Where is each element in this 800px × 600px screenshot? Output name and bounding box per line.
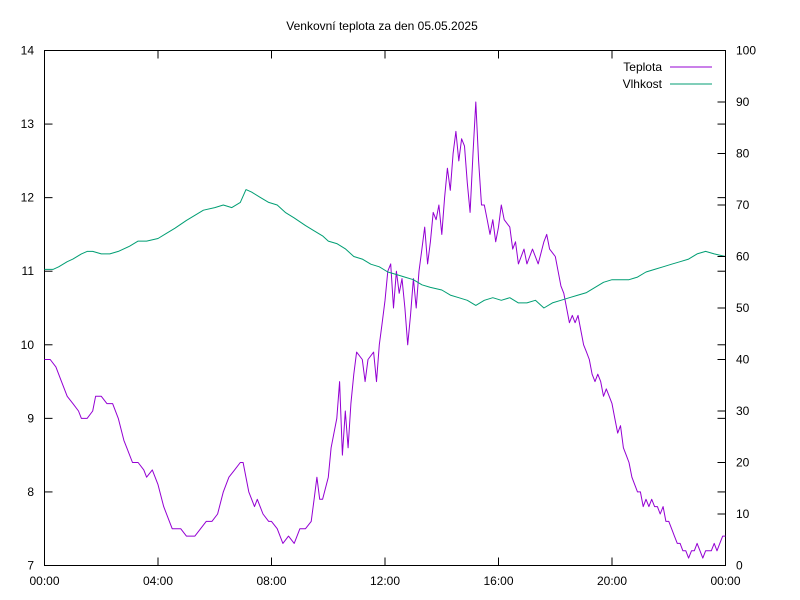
x-tick-label: 04:00: [143, 574, 173, 588]
left-tick-label: 8: [27, 485, 34, 499]
x-tick-label: 00:00: [710, 574, 740, 588]
left-tick-label: 9: [27, 411, 34, 425]
series-line-teplota: [44, 101, 726, 559]
left-y-axis: 7 8 9 10 11 12 13 14: [21, 44, 726, 573]
right-tick-label: 0: [736, 559, 743, 573]
right-tick-label: 80: [736, 147, 750, 161]
right-tick-label: 70: [736, 198, 750, 212]
left-tick-label: 12: [21, 191, 35, 205]
left-tick-label: 13: [21, 117, 35, 131]
right-tick-label: 90: [736, 95, 750, 109]
right-tick-label: 100: [736, 44, 756, 58]
right-tick-label: 40: [736, 353, 750, 367]
series-layer: [44, 101, 726, 559]
legend-entry-teplota: Teplota: [623, 60, 712, 74]
right-tick-label: 10: [736, 507, 750, 521]
legend: Teplota Vlhkost: [623, 60, 712, 91]
x-tick-label: 12:00: [370, 574, 400, 588]
x-tick-label: 16:00: [483, 574, 513, 588]
legend-label-teplota: Teplota: [623, 60, 662, 74]
series-line-vlhkost: [44, 189, 726, 309]
x-tick-label: 08:00: [256, 574, 286, 588]
legend-label-vlhkost: Vlhkost: [623, 77, 663, 91]
x-tick-label: 00:00: [29, 574, 59, 588]
legend-entry-vlhkost: Vlhkost: [623, 77, 712, 91]
right-tick-label: 30: [736, 404, 750, 418]
right-tick-label: 50: [736, 301, 750, 315]
right-tick-label: 20: [736, 456, 750, 470]
left-tick-label: 11: [22, 264, 35, 278]
x-tick-label: 20:00: [597, 574, 627, 588]
left-tick-label: 7: [27, 559, 34, 573]
right-y-axis: 0 10 20 30 40 50 60 70 80 90 100: [717, 44, 756, 573]
left-tick-label: 10: [21, 338, 35, 352]
plot-frame: [44, 50, 726, 566]
right-tick-label: 60: [736, 250, 750, 264]
plot-area: [44, 50, 726, 566]
chart-title: Venkovní teplota za den 05.05.2025: [286, 19, 478, 33]
x-axis: 00:00 04:00 08:00 12:00 16:00 20:00 00:00: [29, 50, 741, 588]
left-tick-label: 14: [21, 44, 35, 58]
